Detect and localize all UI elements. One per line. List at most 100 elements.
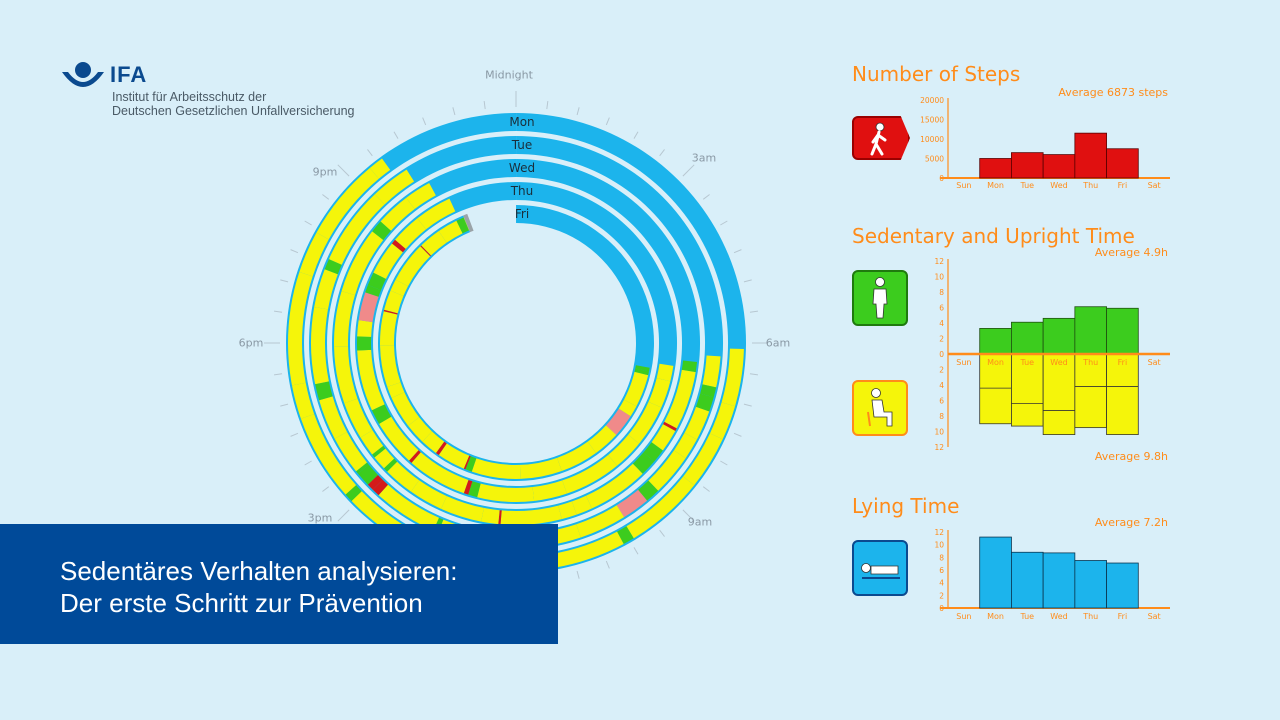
activity-segment — [374, 169, 415, 205]
clock-tick — [659, 529, 665, 537]
activity-segment — [481, 507, 500, 525]
activity-segment — [709, 402, 736, 440]
activity-segment — [390, 279, 408, 297]
activity-segment — [334, 432, 367, 472]
activity-segment — [557, 441, 596, 472]
activity-segment — [391, 239, 406, 253]
clock-tick — [337, 509, 350, 522]
activity-segment — [300, 414, 357, 495]
upright-bar — [1074, 306, 1107, 355]
sedentary-x-tick: Sun — [956, 358, 971, 367]
activity-segment — [463, 455, 471, 470]
upright-y-tick: 2 — [939, 335, 944, 344]
activity-segment — [411, 452, 469, 494]
logo-line-1: Institut für Arbeitsschutz der — [112, 90, 267, 104]
activity-segment — [378, 484, 439, 531]
activity-segment — [571, 495, 592, 515]
lying-bar — [1074, 560, 1107, 609]
activity-segment — [319, 396, 348, 439]
clock-tick — [682, 164, 695, 177]
activity-segment — [532, 480, 567, 501]
sedentary-upright-title: Sedentary and Upright Time — [852, 224, 1135, 248]
activity-segment — [684, 406, 710, 440]
clock-tick — [576, 570, 580, 579]
activity-segment — [696, 393, 714, 412]
lying-y-tick: 4 — [939, 579, 944, 588]
ring-label-tue: Tue — [511, 138, 533, 152]
clock-tick — [304, 460, 312, 466]
activity-segment — [656, 363, 674, 382]
lying-y-tick: 0 — [939, 604, 944, 613]
ring-label-thu: Thu — [510, 184, 534, 198]
activity-segment — [299, 232, 329, 277]
activity-segment — [379, 416, 419, 461]
activity-segment — [608, 434, 640, 466]
clock-tick — [367, 149, 373, 157]
steps-bar — [1011, 152, 1044, 179]
lying-y-tick: 6 — [939, 566, 944, 575]
clock-tick — [546, 101, 549, 110]
activity-segment — [618, 399, 637, 417]
activity-segment — [663, 421, 677, 432]
clock-label-3pm: 3pm — [307, 511, 333, 525]
activity-segment — [651, 424, 676, 451]
sedentary-x-tick: Fri — [1118, 358, 1128, 367]
clock-label-6pm: 6pm — [238, 336, 264, 350]
clock-tick — [633, 547, 639, 555]
upright-average: Average 4.9h — [1094, 246, 1168, 259]
clock-tick — [743, 403, 752, 407]
clock-tick — [682, 509, 695, 522]
activity-segment — [334, 346, 358, 404]
activity-segment — [372, 479, 388, 496]
activity-segment — [345, 485, 362, 501]
activity-segment — [420, 245, 431, 257]
activity-segment — [624, 371, 649, 407]
lying-bar — [1042, 552, 1076, 609]
upright-y-tick: 8 — [939, 288, 944, 297]
upright-y-tick: 0 — [939, 350, 944, 359]
activity-segment — [634, 368, 649, 376]
activity-segment — [395, 218, 426, 249]
activity-segment — [371, 404, 392, 424]
activity-segment — [391, 392, 420, 426]
steps-y-tick: 0 — [939, 174, 944, 183]
clock-tick — [337, 164, 350, 177]
lying-x-tick: Mon — [987, 612, 1004, 621]
activity-segment — [316, 168, 379, 240]
lying-y-tick: 8 — [939, 553, 944, 562]
ring-label-mon: Mon — [509, 115, 535, 129]
activity-segment — [616, 489, 648, 518]
activity-segment — [406, 183, 436, 210]
activity-segment — [438, 443, 470, 469]
logo-name: IFA — [110, 62, 148, 87]
activity-segment — [471, 458, 521, 479]
activity-segment — [477, 483, 535, 502]
activity-segment — [369, 158, 391, 179]
sedentary-average: Average 9.8h — [1094, 450, 1168, 463]
clock-label-9am: 9am — [687, 515, 713, 529]
clock-tick — [720, 220, 728, 226]
ring-end-marker — [463, 213, 474, 233]
steps-x-tick: Sun — [956, 181, 971, 190]
sedentary-bar — [1074, 353, 1107, 429]
activity-segment — [635, 365, 650, 372]
walking-person-icon — [852, 116, 910, 160]
activity-segment — [648, 378, 671, 408]
lying-x-tick: Sun — [956, 612, 971, 621]
activity-segment — [551, 531, 624, 568]
clock-tick — [659, 149, 665, 157]
activity-segment — [358, 292, 379, 323]
lying-title: Lying Time — [852, 494, 960, 518]
upright-y-tick: 4 — [939, 319, 944, 328]
clock-label-3am: 3am — [691, 151, 717, 165]
clock-tick — [702, 194, 710, 200]
upright-bar — [979, 328, 1012, 355]
steps-x-tick: Mon — [987, 181, 1004, 190]
clock-tick — [743, 279, 752, 283]
activity-segment — [360, 430, 384, 455]
clock-tick — [702, 486, 710, 492]
activity-segment — [465, 456, 477, 472]
lying-x-tick: Thu — [1082, 612, 1098, 621]
steps-x-tick: Thu — [1082, 181, 1098, 190]
